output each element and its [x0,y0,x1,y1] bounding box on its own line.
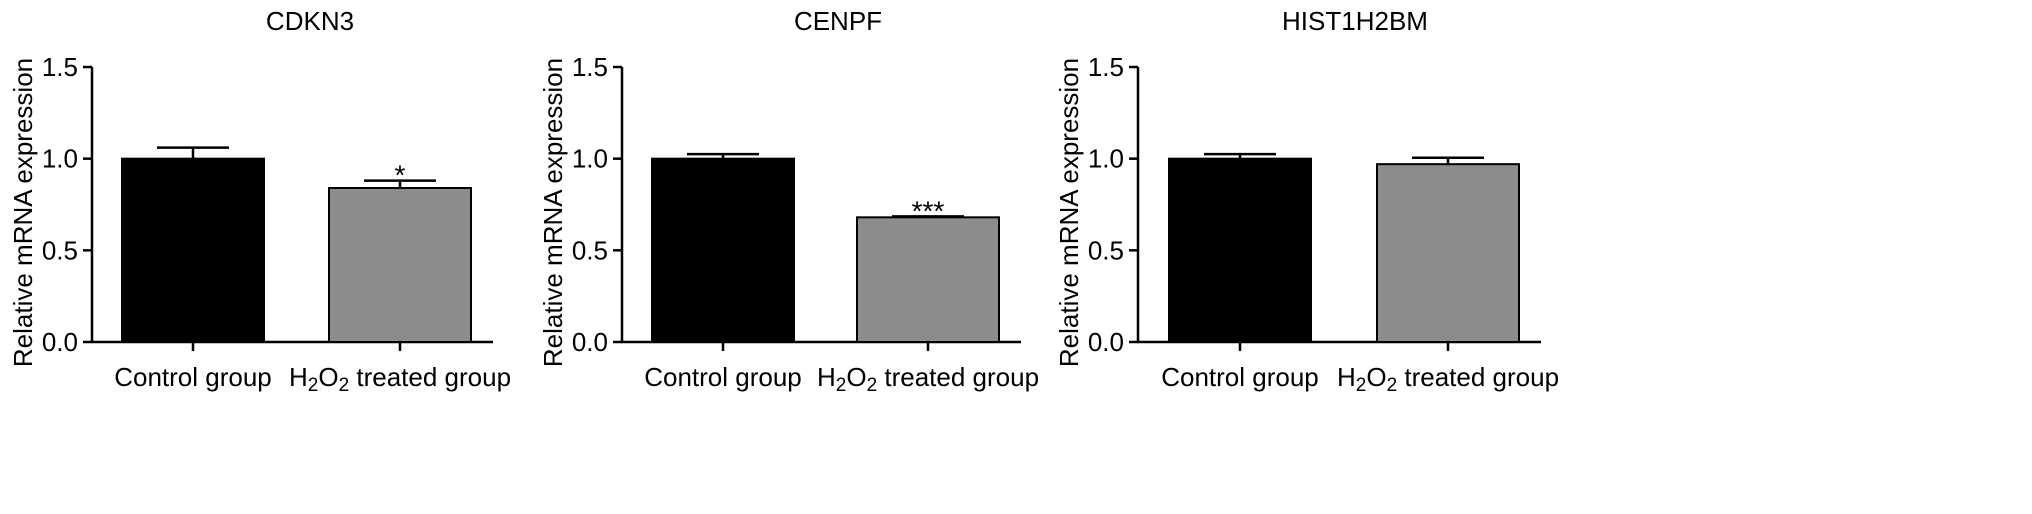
y-tick-label-3-2: 1.0 [1088,144,1124,174]
bar-2-1 [651,157,795,343]
y-tick-label-1-2: 1.0 [42,144,78,174]
x-tick-label-3-1: Control group [1161,362,1319,392]
y-tick-label-1-1: 0.5 [42,235,78,265]
y-axis-label-2: Relative mRNA expression [538,58,568,367]
y-tick-label-1-0: 0.0 [42,327,78,357]
chart-title-3: HIST1H2BM [1282,6,1428,36]
x-tick-label-1-2: H2O2 treated group [289,362,511,396]
significance-1-2: * [395,160,406,191]
y-axis-label-1: Relative mRNA expression [8,58,38,367]
x-tick-label-3-2: H2O2 treated group [1337,362,1559,396]
y-tick-label-3-3: 1.5 [1088,52,1124,82]
y-tick-label-2-1: 0.5 [572,235,608,265]
bar-3-1 [1168,157,1312,343]
chart-title-2: CENPF [794,6,882,36]
y-tick-label-2-0: 0.0 [572,327,608,357]
significance-2-2: *** [912,195,945,226]
x-tick-label-2-1: Control group [644,362,802,392]
bar-3-2 [1376,163,1520,343]
bar-1-2 [328,187,472,343]
y-tick-label-3-1: 0.5 [1088,235,1124,265]
bar-2-2 [856,216,1000,343]
bar-1-1 [121,157,265,343]
y-tick-label-3-0: 0.0 [1088,327,1124,357]
y-tick-label-1-3: 1.5 [42,52,78,82]
x-tick-label-1-1: Control group [114,362,272,392]
x-tick-label-2-2: H2O2 treated group [817,362,1039,396]
chart-title-1: CDKN3 [266,6,354,36]
y-tick-label-2-3: 1.5 [572,52,608,82]
y-axis-label-3: Relative mRNA expression [1054,58,1084,367]
y-tick-label-2-2: 1.0 [572,144,608,174]
